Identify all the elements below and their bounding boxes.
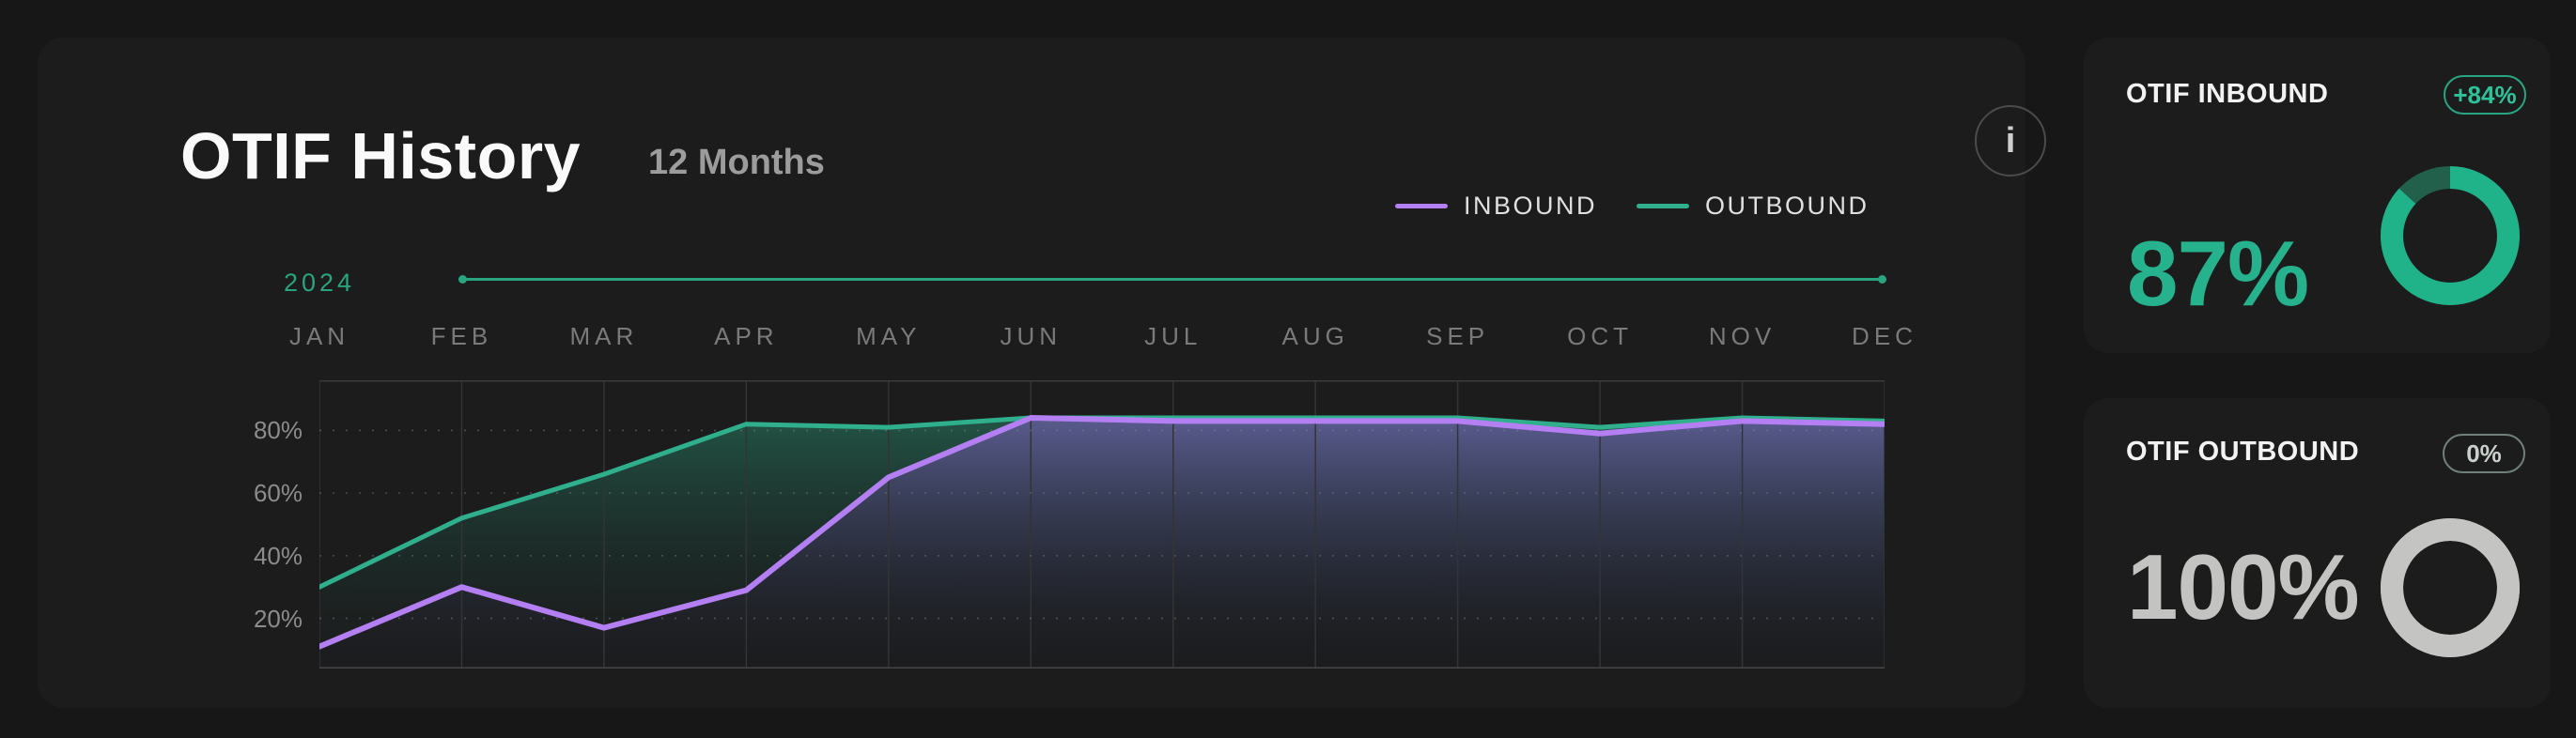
chart-period-label: 12 Months bbox=[648, 143, 825, 182]
legend-label: INBOUND bbox=[1464, 192, 1598, 220]
kpi-value: 100% bbox=[2127, 535, 2360, 638]
y-tick-label: 80% bbox=[253, 416, 303, 445]
inbound-line bbox=[319, 415, 1885, 650]
otif-outbound-card: OTIF OUTBOUND 0% 100% bbox=[2084, 398, 2551, 708]
x-tick-label: MAY bbox=[856, 322, 922, 350]
x-tick-label: JUL bbox=[1144, 322, 1203, 350]
inbound-area bbox=[319, 418, 1885, 669]
inbound-donut-gauge bbox=[2381, 166, 2520, 305]
timeline-end-dot bbox=[1878, 274, 1886, 284]
x-tick-label: JAN bbox=[288, 322, 350, 350]
kpi-value: 87% bbox=[2127, 222, 2309, 325]
info-button[interactable]: i bbox=[1975, 105, 2046, 177]
otif-history-card: OTIF History 12 Months i INBOUND OUTBOUND… bbox=[38, 38, 2046, 708]
x-tick-label: MAR bbox=[569, 322, 639, 350]
otif-inbound-card: OTIF INBOUND +84% 87% bbox=[2084, 38, 2551, 353]
otif-line-chart bbox=[319, 380, 1885, 669]
legend-label: OUTBOUND bbox=[1705, 192, 1870, 220]
legend-item-inbound[interactable]: INBOUND bbox=[1395, 192, 1597, 221]
y-tick-label: 40% bbox=[253, 541, 303, 570]
info-icon: i bbox=[2005, 120, 2016, 161]
x-tick-label: JUN bbox=[1000, 322, 1063, 350]
x-tick-label: AUG bbox=[1281, 322, 1349, 350]
x-tick-label: APR bbox=[714, 322, 779, 350]
legend-swatch bbox=[1395, 204, 1448, 208]
x-tick-label: FEB bbox=[430, 322, 493, 350]
legend-item-outbound[interactable]: OUTBOUND bbox=[1637, 192, 1870, 221]
timeline-year-label: 2024 bbox=[284, 269, 356, 297]
kpi-delta-badge: +84% bbox=[2444, 75, 2526, 115]
kpi-delta-badge: 0% bbox=[2443, 434, 2525, 473]
y-tick-label: 20% bbox=[253, 604, 303, 633]
timeline-start-dot bbox=[458, 274, 467, 284]
y-tick-label: 60% bbox=[253, 479, 303, 508]
page-title: OTIF History bbox=[180, 119, 582, 192]
kpi-title: OTIF OUTBOUND bbox=[2126, 437, 2360, 467]
kpi-title: OTIF INBOUND bbox=[2126, 79, 2329, 109]
timeline-track bbox=[458, 274, 1886, 284]
x-tick-label: DEC bbox=[1852, 322, 1917, 350]
legend-swatch bbox=[1637, 204, 1690, 208]
outbound-donut-gauge bbox=[2381, 518, 2520, 657]
x-tick-label: NOV bbox=[1708, 322, 1777, 350]
x-tick-label: OCT bbox=[1567, 322, 1634, 350]
x-tick-label: SEP bbox=[1426, 322, 1490, 350]
chart-legend: INBOUND OUTBOUND bbox=[1395, 192, 1870, 221]
